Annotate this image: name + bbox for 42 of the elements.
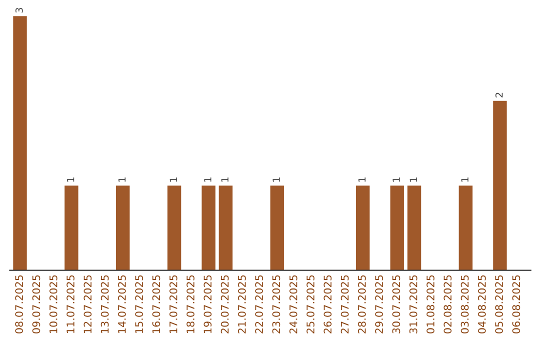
x-tick-label: 09.07.2025 (32, 275, 40, 334)
x-tick-label: 26.07.2025 (324, 275, 332, 334)
x-tick-label: 27.07.2025 (340, 275, 349, 334)
data-label: 3 (15, 8, 23, 13)
x-tick-label: 13.07.2025 (100, 275, 109, 333)
x-tick-label: 03.08.2025 (460, 275, 469, 334)
data-label: 2 (495, 92, 503, 98)
x-tick-label: 25.07.2025 (306, 275, 314, 334)
x-tick-label: 10.07.2025 (49, 275, 58, 333)
x-tick-label: 28.07.2025 (358, 275, 366, 334)
x-tick-label: 18.07.2025 (186, 275, 194, 333)
data-label: 1 (358, 178, 366, 182)
x-tick-label: 20.07.2025 (220, 275, 229, 334)
data-label: 1 (170, 178, 177, 182)
x-tick-label: 29.07.2025 (375, 275, 383, 334)
x-tick-label: 15.07.2025 (135, 275, 144, 333)
data-label: 1 (204, 178, 212, 182)
x-tick-label: 30.07.2025 (392, 275, 400, 334)
x-tick-label: 31.07.2025 (409, 275, 418, 334)
x-tick-label: 08.07.2025 (15, 275, 24, 334)
x-tick-label: 22.07.2025 (255, 275, 264, 334)
x-tick-label: 12.07.2025 (84, 275, 92, 333)
x-tick-label: 16.07.2025 (152, 275, 160, 333)
x-tick-label: 24.07.2025 (289, 275, 298, 334)
x-tick-label: 23.07.2025 (272, 275, 280, 334)
x-tick-label: 21.07.2025 (238, 275, 246, 334)
x-tick-label: 06.08.2025 (512, 275, 520, 334)
x-tick-label: 02.08.2025 (444, 275, 452, 334)
data-label: 1 (392, 178, 400, 182)
x-tick-label: 11.07.2025 (66, 275, 74, 333)
data-label: 1 (221, 178, 228, 182)
x-tick-label: 17.07.2025 (169, 275, 178, 333)
data-label: 1 (410, 178, 417, 182)
x-tick-label: 04.08.2025 (478, 275, 486, 334)
data-label: 1 (118, 178, 126, 182)
x-tick-label: 01.08.2025 (426, 275, 434, 334)
x-tick-label: 14.07.2025 (118, 275, 126, 333)
data-label: 1 (272, 178, 280, 182)
data-label: 1 (461, 178, 468, 182)
data-label: 1 (67, 178, 74, 182)
x-tick-label: 05.08.2025 (495, 275, 503, 334)
x-tick-label: 19.07.2025 (204, 275, 212, 333)
